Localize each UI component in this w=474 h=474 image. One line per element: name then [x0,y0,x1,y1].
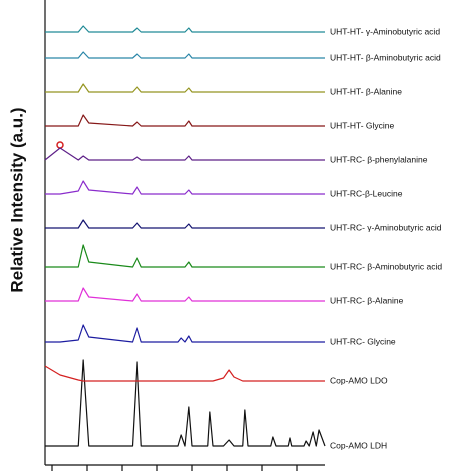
peak-marker [56,141,64,149]
spectrum-line [45,180,325,195]
spectrum-line [44,365,325,382]
series-label: UHT-HT- Glycine [330,120,395,130]
series-label: UHT-HT- γ-Aminobutyric acid [330,26,440,36]
series-label: UHT-RC- β-phenylalanine [330,154,428,164]
series-label: UHT-RC- γ-Aminobutyric acid [330,222,442,232]
spectrum-line [45,51,325,59]
spectrum-line [45,219,325,229]
series-label: UHT-RC- Glycine [330,336,396,346]
series-label: UHT-HT- β-Alanine [330,86,402,96]
y-axis-label: Relative Intensity (a.u.) [7,107,26,292]
spectrum-line [45,25,325,33]
series-label: UHT-RC- β-Aminobutyric acid [330,261,442,271]
series-label: UHT-RC- β-Alanine [330,295,404,305]
spectrum-line [44,147,325,161]
series-label: UHT-RC-β-Leucine [330,188,403,198]
series-label: Cop-AMO LDH [330,440,387,450]
series-label: UHT-HT- β-Aminobutyric acid [330,52,441,62]
spectrum-line [45,244,325,268]
spectrum-line [45,114,325,127]
spectrum-line [45,359,326,447]
spectrum-line [45,324,325,343]
spectrum-line [45,287,325,302]
series-label: Cop-AMO LDO [330,375,388,385]
spectrum-line [45,83,325,93]
